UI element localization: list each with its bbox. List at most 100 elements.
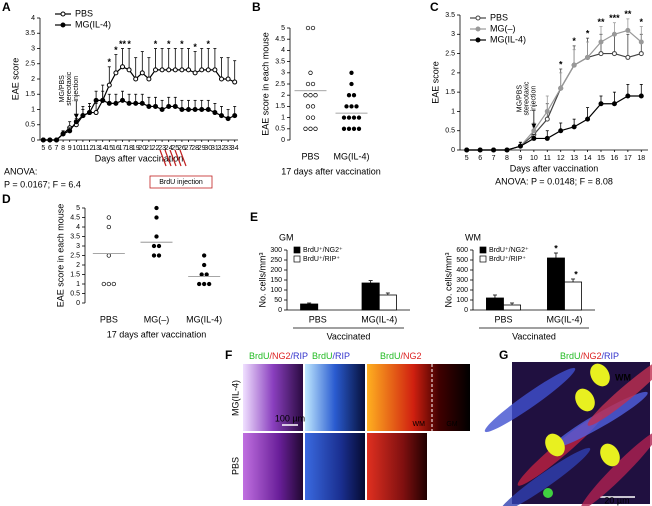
- legend-swatch: [293, 255, 301, 263]
- data-point: [186, 67, 191, 73]
- data-point: [133, 100, 139, 106]
- data-point: [571, 62, 577, 68]
- x-tick-label: 26: [178, 145, 186, 152]
- data-point: [126, 100, 132, 106]
- data-point: [166, 67, 172, 73]
- data-point: [351, 115, 357, 120]
- brdu-box: [149, 175, 213, 189]
- data-point: [197, 281, 202, 287]
- data-point: [598, 51, 604, 57]
- y-tick-label: 50: [274, 297, 282, 304]
- annotation: injection: [531, 86, 538, 112]
- bar: [300, 303, 319, 311]
- data-point: [341, 126, 347, 131]
- data-point: [212, 67, 218, 73]
- data-point: [310, 104, 316, 109]
- x-tick-label: MG(IL-4): [361, 314, 397, 324]
- y-tick-label: 0: [281, 137, 285, 144]
- x-axis-label: 17 days after vaccination: [281, 166, 381, 176]
- x-axis-label: Vaccinated: [327, 331, 371, 341]
- data-point: [544, 116, 550, 122]
- significance-mark: *: [167, 39, 171, 49]
- x-tick-label: 11: [79, 145, 86, 152]
- x-tick-label: 7: [55, 145, 59, 152]
- y-tick-label: 0.5: [25, 122, 35, 129]
- significance-mark: *: [154, 39, 158, 49]
- y-tick-label: 300: [270, 247, 282, 254]
- data-point: [544, 135, 550, 141]
- data-point: [305, 81, 311, 87]
- x-tick-label: 16: [112, 145, 120, 152]
- data-point: [232, 113, 238, 119]
- data-point: [126, 67, 132, 73]
- bar: [503, 304, 521, 311]
- legend-label: MG(–): [490, 23, 516, 33]
- y-tick-label: 5: [76, 205, 80, 212]
- x-tick-label: 27: [185, 145, 193, 152]
- annotation: MG/PBS: [517, 85, 524, 113]
- data-point: [192, 70, 198, 76]
- image: [243, 364, 303, 431]
- data-point: [310, 115, 316, 120]
- data-point: [517, 143, 523, 149]
- data-point: [344, 104, 349, 109]
- stain-name: /NG2: [401, 351, 422, 361]
- data-point: [172, 103, 178, 109]
- stain-name: BrdU: [380, 351, 401, 361]
- data-point: [611, 51, 617, 57]
- x-tick-label: MG(IL-4): [334, 151, 370, 161]
- data-point: [106, 281, 111, 287]
- y-tick-label: 1.5: [445, 89, 455, 96]
- data-point: [179, 107, 185, 112]
- data-point: [232, 79, 238, 85]
- column-header: BrdU/NG2: [380, 351, 422, 361]
- x-tick-label: 34: [231, 145, 239, 152]
- data-point: [303, 126, 308, 131]
- arrow-head: [531, 123, 537, 129]
- significance-mark: *: [554, 243, 558, 253]
- row-label: MG(IL-4): [230, 380, 240, 416]
- y-tick-label: 1.5: [70, 271, 80, 278]
- y-tick-label: 3: [281, 70, 285, 77]
- data-point: [351, 93, 357, 98]
- significance-mark: ***: [609, 13, 620, 23]
- data-point: [154, 234, 159, 239]
- data-point: [93, 97, 99, 103]
- fiber: [484, 367, 576, 433]
- y-tick-label: 4: [281, 47, 285, 54]
- data-point: [313, 93, 318, 98]
- data-point: [153, 67, 158, 73]
- y-tick-label: 5: [281, 25, 285, 32]
- legend-label: BrdU⁺/NG2⁺: [489, 247, 529, 254]
- stain-name: /NG2: [581, 351, 602, 361]
- x-tick-label: 9: [68, 145, 72, 152]
- micrographs-f: [243, 364, 470, 500]
- x-tick-label: 23: [158, 145, 166, 152]
- cell: [600, 443, 620, 467]
- x-tick-label: 7: [492, 155, 496, 162]
- data-point: [113, 70, 119, 76]
- x-tick-label: 14: [584, 155, 592, 162]
- legend-label: BrdU⁺/RIP⁺: [303, 256, 340, 263]
- data-point: [67, 128, 73, 134]
- data-point: [101, 281, 106, 287]
- series-line: [466, 29, 642, 151]
- data-point: [219, 113, 224, 119]
- legend-label: MG(IL-4): [490, 34, 526, 44]
- y-tick-label: 100: [456, 297, 468, 304]
- data-point: [349, 70, 354, 75]
- significance-mark: *: [180, 39, 184, 49]
- data-point: [106, 82, 112, 88]
- data-point: [625, 54, 631, 60]
- stain-name: /NG2: [270, 351, 291, 361]
- data-point: [611, 31, 617, 37]
- stain-name: /RIP: [333, 351, 351, 361]
- image: [367, 364, 470, 431]
- stats-text: ANOVA: P = 0.0148; F = 8.08: [495, 176, 613, 186]
- data-point: [346, 115, 352, 120]
- y-tick-label: 3.5: [275, 58, 285, 65]
- y-tick-label: 0: [451, 147, 455, 154]
- panel-label: F: [225, 348, 232, 362]
- y-tick-label: 600: [456, 247, 468, 254]
- data-point: [491, 147, 497, 153]
